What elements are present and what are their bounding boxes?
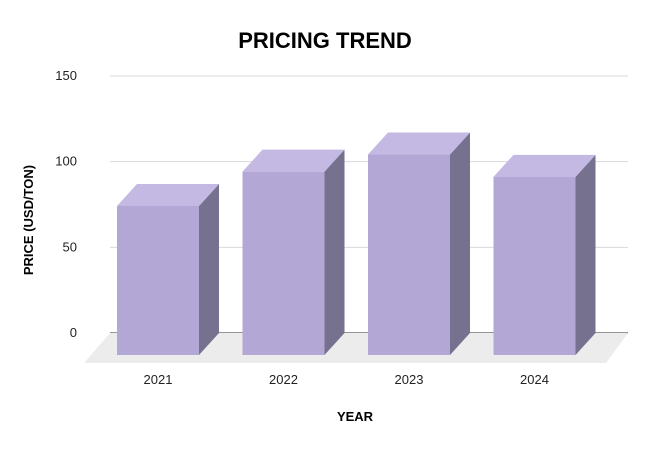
chart-title: PRICING TREND [238, 28, 412, 53]
bar-side [575, 154, 596, 355]
y-tick-label: 100 [55, 154, 77, 169]
x-tick-label: 2021 [144, 372, 173, 387]
bar-front [493, 176, 576, 355]
x-tick-label: 2024 [520, 372, 549, 387]
bar-top [493, 154, 596, 177]
bar-top [117, 183, 219, 206]
x-axis-label: YEAR [337, 409, 374, 424]
y-tick-label: 0 [70, 325, 77, 340]
bar-top [242, 149, 345, 172]
bar-front [242, 171, 325, 355]
y-tick-label: 150 [55, 68, 77, 83]
bars [117, 132, 596, 355]
bar-2022 [242, 149, 345, 355]
floor-plane [84, 333, 628, 363]
y-axis-label: PRICE (USD/TON) [21, 165, 36, 275]
bar-side [324, 149, 345, 355]
bar-2021 [117, 183, 219, 355]
x-tick-label: 2023 [395, 372, 424, 387]
bar-2024 [493, 154, 596, 355]
x-tick-label: 2022 [269, 372, 298, 387]
bar-top [368, 132, 470, 155]
y-tick-label: 50 [63, 239, 77, 254]
bar-front [368, 154, 450, 355]
bar-front [117, 205, 199, 355]
y-axis-ticks: 0 50 100 150 [55, 68, 77, 340]
x-axis-ticks: 2021 2022 2023 2024 [144, 372, 549, 387]
bar-side [450, 132, 470, 355]
chart-floor [84, 333, 628, 363]
bar-side [199, 183, 219, 355]
bar-2023 [368, 132, 470, 355]
